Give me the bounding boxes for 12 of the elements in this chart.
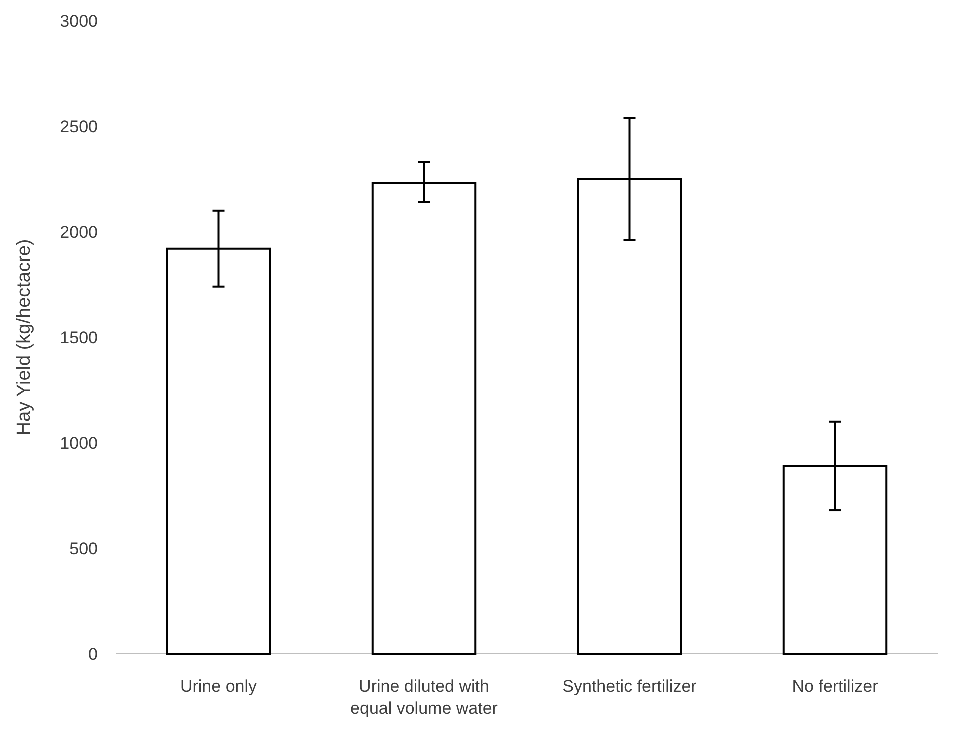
x-tick-label: Urine only (180, 677, 258, 696)
x-tick-label: Urine diluted with equal volume water (350, 677, 498, 718)
y-tick-label: 2000 (60, 222, 98, 242)
y-tick-label: 1500 (60, 328, 98, 348)
y-tick-label: 0 (88, 644, 98, 664)
y-tick-label: 2500 (60, 117, 98, 136)
y-tick-label: 1000 (60, 434, 98, 453)
y-axis-title: Hay Yield (kg/hectacre) (14, 239, 35, 436)
x-tick-label: Synthetic fertilizer (562, 677, 698, 696)
y-tick-label: 3000 (60, 12, 98, 31)
y-tick-label: 500 (70, 539, 98, 558)
x-tick-label: No fertilizer (792, 677, 879, 696)
